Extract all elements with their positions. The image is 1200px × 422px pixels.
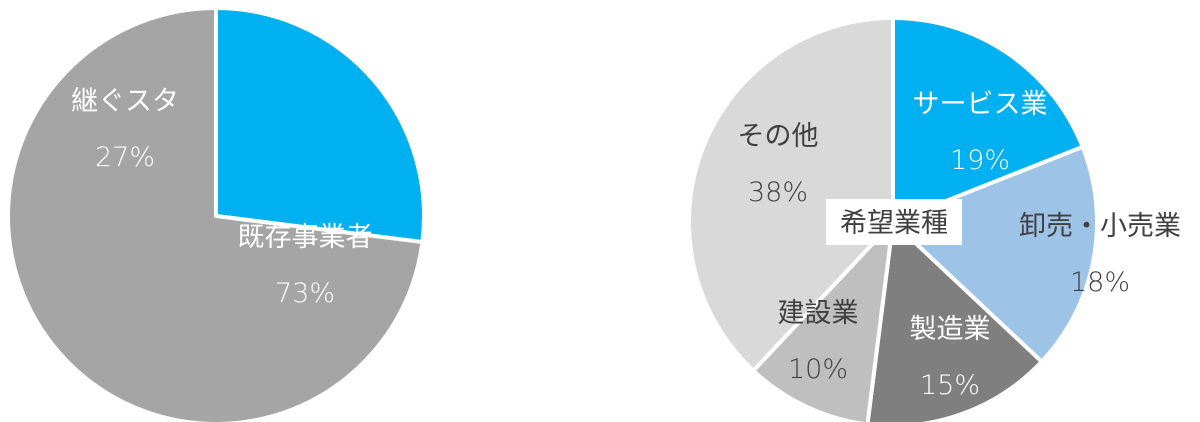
pie2-slice-1-label: サービス業 xyxy=(913,89,1048,120)
pie2-slice-1-value: 19% xyxy=(950,145,1010,176)
pie2-slice-3-label: 製造業 xyxy=(910,314,991,345)
pie2-slice-2-value: 18% xyxy=(1070,267,1130,298)
pie1-slice-1 xyxy=(214,6,426,245)
pie1-slice-2-label: 既存事業者 xyxy=(238,222,373,253)
pie2-slice-1 xyxy=(891,16,1085,224)
pie2-slice-2-label: 卸売・小売業 xyxy=(1019,211,1181,242)
pie1-slice-1-value: 27% xyxy=(95,142,155,173)
pie2-title-box xyxy=(826,199,962,245)
pie1-slice-2-value: 73% xyxy=(275,278,335,309)
pie2-slice-5-value: 38% xyxy=(748,177,808,208)
pie2-title: 希望業種 xyxy=(840,208,948,239)
pie2-slice-4-label: 建設業 xyxy=(778,298,859,329)
pie2-slice-4-value: 10% xyxy=(788,354,848,385)
pie2-slice-3-value: 15% xyxy=(920,370,980,401)
pie2-slice-3 xyxy=(865,220,1044,422)
pie-chart-2: サービス業 19% 卸売・小売業 18% 製造業 15% 建設業 10% その他 38% 希望業種 xyxy=(686,16,1181,422)
pie2-slice-5 xyxy=(686,16,895,373)
pie1-slice-2 xyxy=(6,6,425,422)
pie2-slice-4 xyxy=(751,220,895,422)
pie-chart-1: 継ぐスタ 27% 既存事業者 73% xyxy=(6,6,426,422)
pie1-slice-1-label: 継ぐスタ xyxy=(71,86,179,117)
pie2-slice-2 xyxy=(891,144,1099,364)
pie2-slice-5-label: その他 xyxy=(738,121,819,152)
